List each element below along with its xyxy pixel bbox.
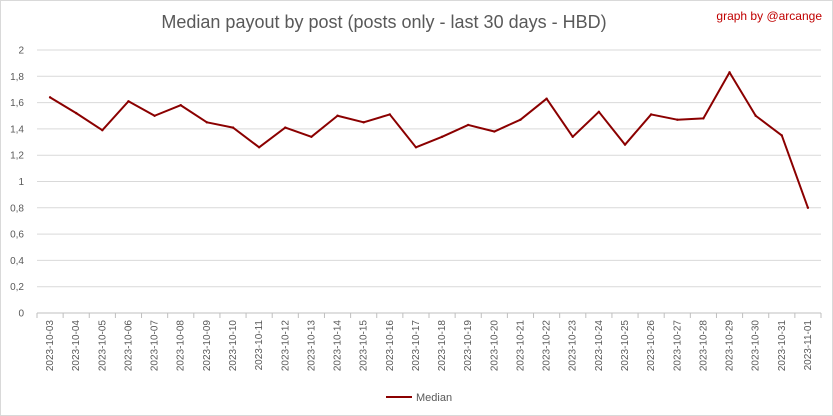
- data-point: [336, 114, 339, 117]
- data-point: [388, 113, 391, 116]
- y-tick-label: 1,6: [10, 98, 24, 109]
- x-tick-label: 2023-11-01: [803, 320, 814, 371]
- data-point: [467, 123, 470, 127]
- x-tick-label: 2023-10-29: [725, 320, 736, 372]
- data-point: [519, 118, 522, 121]
- data-point: [623, 143, 627, 146]
- data-point: [754, 114, 757, 117]
- x-tick-label: 2023-10-14: [333, 320, 344, 372]
- x-tick-label: 2023-10-25: [620, 320, 631, 372]
- x-tick-label: 2023-10-13: [306, 320, 317, 372]
- x-tick-label: 2023-10-10: [228, 320, 239, 372]
- data-point: [571, 135, 574, 138]
- data-point: [205, 121, 209, 124]
- x-tick-label: 2023-10-28: [698, 320, 709, 372]
- data-point: [179, 104, 182, 107]
- x-tick-label: 2023-10-19: [463, 320, 474, 372]
- x-tick-label: 2023-10-31: [777, 320, 788, 372]
- data-point: [493, 130, 496, 133]
- data-point: [75, 111, 78, 115]
- series-line-median: [49, 71, 809, 209]
- x-tick-label: 2023-10-27: [672, 320, 683, 372]
- y-tick-label: 1,2: [10, 151, 24, 162]
- x-tick-label: 2023-10-18: [437, 320, 448, 372]
- x-tick-label: 2023-10-04: [71, 320, 82, 372]
- x-tick-label: 2023-10-07: [150, 320, 161, 372]
- x-tick-label: 2023-10-16: [385, 320, 396, 372]
- y-tick-label: 0: [18, 309, 24, 320]
- data-point: [257, 146, 261, 149]
- x-tick-label: 2023-10-17: [411, 320, 422, 372]
- data-point: [676, 118, 679, 121]
- x-tick-label: 2023-10-08: [176, 320, 187, 372]
- data-point: [597, 110, 601, 114]
- x-tick-label: 2023-10-05: [97, 320, 108, 372]
- data-point: [414, 146, 418, 149]
- chart-credit: graph by @arcange: [716, 9, 822, 23]
- data-point: [806, 206, 810, 209]
- x-tick-label: 2023-10-11: [254, 320, 265, 371]
- x-tick-label: 2023-10-12: [280, 320, 291, 372]
- x-tick-label: 2023-10-21: [515, 320, 526, 372]
- data-point: [728, 71, 731, 74]
- y-tick-label: 0,6: [10, 230, 24, 241]
- data-point: [362, 121, 365, 124]
- data-point: [101, 129, 104, 132]
- chart-title: Median payout by post (posts only - last…: [161, 12, 607, 32]
- data-point: [48, 96, 52, 99]
- x-tick-label: 2023-10-22: [542, 320, 553, 372]
- x-tick-label: 2023-10-24: [594, 320, 605, 372]
- data-point: [545, 97, 548, 100]
- x-tick-label: 2023-10-30: [751, 320, 762, 372]
- x-tick-label: 2023-10-03: [45, 320, 56, 372]
- y-tick-label: 1: [18, 177, 24, 188]
- x-tick-label: 2023-10-26: [646, 320, 657, 372]
- x-tick-label: 2023-10-15: [359, 320, 370, 372]
- y-tick-label: 0,2: [10, 282, 24, 293]
- y-tick-label: 0,4: [10, 256, 24, 267]
- x-tick-label: 2023-10-06: [123, 320, 134, 372]
- x-tick-label: 2023-10-20: [489, 320, 500, 372]
- y-tick-label: 2: [18, 46, 24, 57]
- data-point: [780, 134, 783, 137]
- data-point: [440, 135, 444, 138]
- data-point: [231, 126, 235, 129]
- y-tick-label: 1,4: [10, 124, 24, 135]
- data-point: [284, 126, 287, 129]
- y-tick-label: 1,8: [10, 72, 24, 83]
- x-tick-label: 2023-10-09: [202, 320, 213, 372]
- data-point: [702, 117, 705, 120]
- data-point: [649, 113, 653, 116]
- x-tick-label: 2023-10-23: [568, 320, 579, 372]
- data-point: [127, 100, 130, 103]
- data-point: [310, 135, 313, 138]
- legend-label-median: Median: [416, 392, 452, 404]
- y-tick-label: 0,8: [10, 203, 24, 214]
- data-point: [153, 114, 156, 117]
